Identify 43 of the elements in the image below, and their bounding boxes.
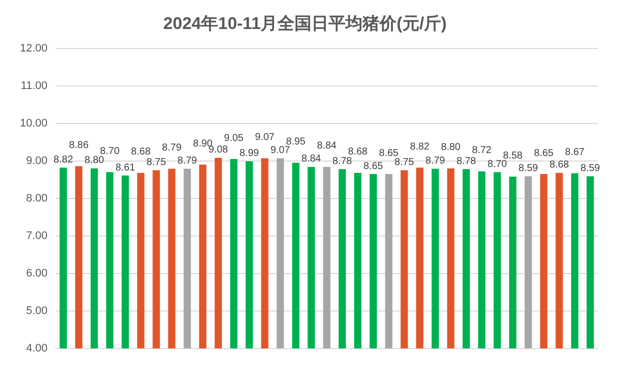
data-label: 8.68 bbox=[131, 146, 151, 158]
data-label: 8.79 bbox=[178, 156, 198, 167]
data-label: 8.80 bbox=[84, 155, 104, 166]
data-label: 8.68 bbox=[348, 146, 368, 158]
data-label: 8.84 bbox=[302, 154, 322, 165]
data-label: 8.99 bbox=[240, 148, 260, 160]
data-label: 8.86 bbox=[69, 140, 89, 151]
data-label: 9.07 bbox=[255, 132, 275, 144]
data-label: 8.58 bbox=[503, 150, 523, 162]
y-tick-label: 6.00 bbox=[26, 267, 48, 280]
data-label: 8.70 bbox=[100, 146, 120, 157]
data-label: 8.80 bbox=[441, 142, 461, 154]
data-label: 8.59 bbox=[580, 163, 600, 174]
data-label: 8.72 bbox=[472, 145, 492, 156]
data-label: 8.78 bbox=[456, 156, 476, 167]
y-tick-label: 7.00 bbox=[26, 230, 48, 242]
data-label: 8.78 bbox=[332, 156, 352, 167]
chart-title: 2024年10-11月全国日平均猪价(元/斤) bbox=[163, 14, 447, 33]
data-label: 8.68 bbox=[550, 160, 570, 171]
y-tick-label: 9.00 bbox=[26, 154, 48, 167]
data-label: 9.05 bbox=[224, 132, 244, 144]
data-label: 9.07 bbox=[270, 145, 290, 156]
data-label: 9.08 bbox=[208, 144, 228, 156]
data-label: 8.75 bbox=[146, 157, 166, 168]
data-label: 8.70 bbox=[488, 158, 508, 170]
data-label: 8.82 bbox=[410, 141, 430, 152]
y-tick-label: 5.00 bbox=[26, 304, 48, 317]
data-label: 8.79 bbox=[162, 142, 182, 154]
data-label: 8.65 bbox=[534, 148, 554, 159]
y-tick-label: 8.00 bbox=[26, 192, 48, 204]
data-label: 8.61 bbox=[116, 162, 136, 174]
data-label: 8.67 bbox=[565, 147, 585, 158]
y-tick-label: 12.00 bbox=[20, 42, 48, 54]
y-tick-label: 10.00 bbox=[20, 117, 48, 130]
data-label: 8.79 bbox=[426, 156, 446, 167]
data-label: 8.82 bbox=[54, 154, 74, 166]
y-tick-label: 11.00 bbox=[20, 80, 48, 92]
data-label: 8.84 bbox=[317, 140, 337, 152]
data-label: 8.65 bbox=[379, 148, 399, 159]
y-tick-label: 4.00 bbox=[26, 342, 48, 354]
data-label: 8.65 bbox=[364, 160, 384, 172]
data-label: 8.75 bbox=[394, 157, 414, 168]
data-label: 8.59 bbox=[518, 163, 538, 174]
